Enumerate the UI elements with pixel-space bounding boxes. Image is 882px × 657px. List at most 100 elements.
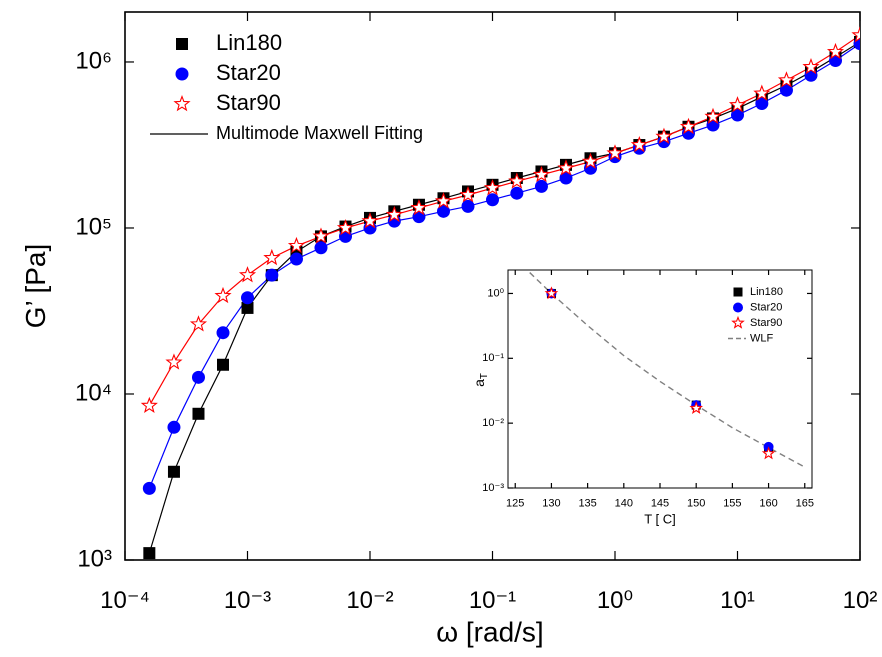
data-point	[532, 165, 551, 183]
data-point	[581, 152, 600, 169]
data-point	[214, 286, 232, 304]
y-axis-label: aT	[471, 373, 490, 387]
data-point	[486, 193, 499, 207]
legend-marker	[173, 94, 191, 112]
data-point	[412, 210, 426, 224]
x-tick-label: 10⁻⁴	[100, 587, 150, 614]
legend-marker	[731, 315, 745, 329]
data-point	[216, 326, 230, 340]
data-point	[777, 71, 796, 88]
data-point	[191, 370, 205, 384]
legend-label: Lin180	[216, 30, 282, 55]
data-point	[510, 186, 524, 200]
x-tick-label: 140	[615, 497, 633, 509]
data-point	[314, 241, 328, 255]
data-point	[165, 353, 183, 370]
x-tick-label: 165	[796, 497, 814, 509]
data-point	[459, 185, 477, 203]
legend-label: Star20	[216, 60, 281, 85]
data-point	[410, 198, 428, 216]
x-tick-label: 145	[651, 497, 669, 509]
data-point	[436, 204, 450, 218]
plot-area	[140, 26, 860, 560]
data-point	[140, 396, 158, 414]
data-point	[829, 54, 843, 68]
data-point	[544, 286, 559, 300]
data-point	[704, 107, 722, 124]
data-point	[508, 172, 526, 189]
data-point	[217, 358, 230, 371]
y-axis-label: G’ [Pa]	[20, 244, 51, 329]
data-point	[287, 236, 306, 254]
legend-marker	[176, 38, 188, 50]
y-tick-label: 10⁶	[75, 47, 112, 74]
y-axis-label-subscript: T	[479, 373, 490, 379]
data-point	[761, 446, 776, 460]
data-point	[312, 227, 330, 244]
plot-frame	[507, 269, 813, 489]
data-point	[339, 229, 353, 243]
x-axis-label: T [ C]	[644, 511, 676, 526]
data-point	[802, 57, 820, 75]
data-point	[689, 401, 703, 414]
data-point	[461, 199, 475, 213]
y-tick-label: 10⁻²	[482, 417, 504, 429]
data-point	[361, 212, 379, 229]
data-point	[483, 179, 502, 196]
data-point	[779, 83, 793, 97]
x-tick-label: 135	[578, 497, 596, 509]
x-tick-label: 10¹	[720, 587, 755, 614]
data-point	[731, 108, 744, 122]
y-tick-label: 10⁰	[487, 287, 504, 299]
wlf-line	[529, 272, 806, 468]
data-point	[728, 96, 747, 113]
y-tick-label: 10⁻³	[482, 482, 504, 494]
legend-marker	[733, 287, 743, 297]
data-point	[655, 127, 673, 144]
x-tick-label: 10²	[843, 587, 878, 614]
legend-label: WLF	[750, 332, 774, 344]
data-point	[167, 465, 180, 478]
legend-label: Star90	[216, 90, 281, 115]
data-point	[167, 420, 181, 434]
data-point	[755, 97, 769, 111]
y-tick-label: 10⁻¹	[482, 352, 504, 364]
data-point	[289, 252, 303, 266]
data-point	[753, 84, 771, 101]
data-point	[534, 179, 548, 193]
y-axis-label-main: G’ [Pa]	[20, 244, 51, 329]
x-tick-label: 10⁰	[597, 587, 633, 614]
y-tick-label: 10⁴	[75, 379, 112, 406]
x-tick-label: 10⁻²	[346, 587, 393, 614]
data-point	[263, 248, 281, 266]
data-point	[241, 301, 254, 314]
data-point	[142, 481, 156, 495]
data-point	[241, 291, 254, 305]
data-point	[679, 117, 698, 135]
x-tick-label: 160	[759, 497, 777, 509]
data-point	[851, 26, 860, 43]
data-point	[434, 192, 453, 209]
legend-marker	[733, 302, 743, 313]
data-point	[630, 136, 648, 153]
x-tick-label: 130	[542, 497, 560, 509]
data-point	[606, 144, 624, 161]
x-tick-label: 125	[506, 497, 524, 509]
y-tick-label: 10⁵	[75, 213, 112, 240]
x-tick-label: 155	[723, 497, 741, 509]
data-point	[559, 171, 573, 185]
legend-label: Star90	[750, 317, 782, 329]
data-point	[143, 547, 156, 560]
x-tick-label: 10⁻³	[224, 587, 271, 614]
legend-label: Multimode Maxwell Fitting	[216, 123, 423, 143]
legend-marker	[175, 67, 189, 81]
legend-label: Lin180	[750, 286, 783, 298]
data-point	[385, 205, 403, 223]
plot-area	[529, 272, 806, 468]
y-axis-label-main: a	[471, 379, 487, 387]
data-point	[336, 218, 355, 236]
data-point	[826, 42, 845, 60]
data-point	[192, 407, 205, 420]
y-tick-label: 10³	[77, 545, 112, 572]
